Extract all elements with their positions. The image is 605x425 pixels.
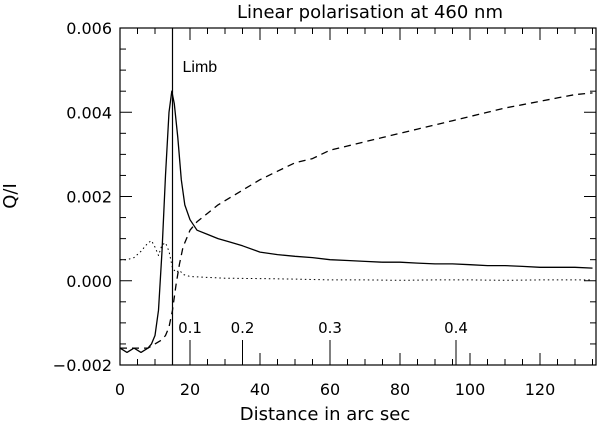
annotation-layer: Limb 0.1 0.2 0.3 0.4: [171, 28, 468, 365]
x-tick-label: 100: [455, 380, 486, 399]
limb-label: Limb: [183, 59, 218, 76]
scale-marker-label: 0.2: [231, 319, 255, 337]
series-line-solid: [119, 90, 593, 354]
x-tick-label: 80: [390, 380, 410, 399]
y-axis-label: Q/I: [0, 183, 21, 209]
plot-frame: [119, 27, 597, 366]
scale-marker-label: 0.3: [318, 319, 342, 337]
x-axis-label: Distance in arc sec: [240, 404, 411, 425]
x-tick-label: 60: [320, 380, 340, 399]
series-line-dashed: [120, 92, 593, 349]
x-tick-label: 0: [115, 380, 125, 399]
series-line-dotted: [120, 240, 593, 281]
y-tick-label: 0.000: [66, 272, 112, 291]
y-tick-label: 0.006: [66, 19, 112, 38]
x-tick-label: 120: [525, 380, 556, 399]
axis-ticks: 0 20 40 60 80 100 120 −0.002 0.000 0.002 0.004 0.00…: [53, 19, 596, 399]
y-tick-label: −0.002: [53, 356, 112, 375]
x-tick-label: 40: [250, 380, 270, 399]
y-tick-label: 0.002: [66, 188, 112, 207]
y-tick-label: 0.004: [66, 103, 112, 122]
x-tick-label: 20: [180, 380, 200, 399]
scale-marker-label: 0.4: [444, 319, 468, 337]
series-layer: [119, 90, 593, 354]
scale-marker-label: 0.1: [178, 319, 202, 337]
chart-title: Linear polarisation at 460 nm: [237, 2, 503, 23]
